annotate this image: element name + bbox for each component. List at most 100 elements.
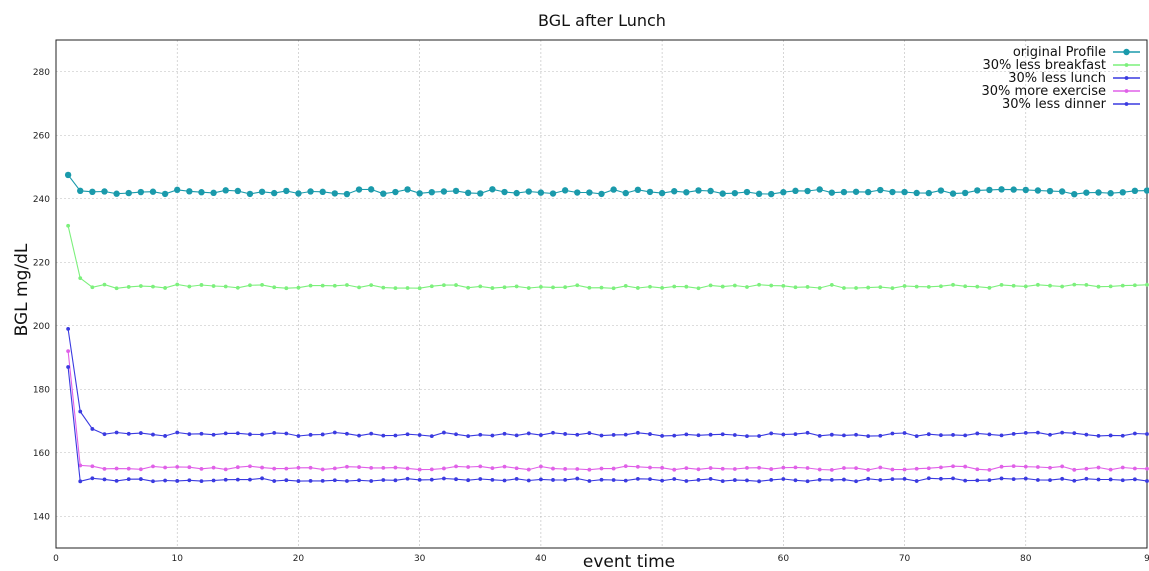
data-point <box>707 187 714 195</box>
data-point <box>926 466 931 471</box>
data-point <box>769 431 774 436</box>
data-point <box>102 432 107 437</box>
data-point <box>405 466 410 471</box>
data-point <box>781 477 786 481</box>
data-point <box>211 465 216 470</box>
data-point <box>175 464 180 469</box>
data-point <box>514 284 519 289</box>
data-point <box>599 477 604 482</box>
data-point <box>381 465 386 470</box>
data-point <box>355 186 363 193</box>
x-tick-label: 30 <box>414 554 426 564</box>
legend-marker <box>1124 102 1129 106</box>
data-point <box>587 431 592 435</box>
data-point <box>151 284 155 289</box>
data-point <box>502 464 507 469</box>
data-point <box>260 476 264 481</box>
data-point <box>114 466 119 471</box>
data-point <box>1060 464 1065 469</box>
data-point <box>211 284 216 288</box>
series-4 <box>66 365 1149 484</box>
data-point <box>466 465 471 469</box>
data-point <box>1108 477 1113 482</box>
data-point <box>502 478 507 483</box>
data-point <box>138 431 143 435</box>
data-point <box>369 283 374 288</box>
data-point <box>914 466 919 471</box>
data-point <box>513 189 520 197</box>
chart-title: BGL after Lunch <box>538 11 666 30</box>
data-point <box>1084 476 1089 481</box>
data-point <box>1023 430 1028 435</box>
data-point <box>442 430 446 435</box>
data-point <box>561 187 569 194</box>
data-point <box>174 186 181 194</box>
data-point <box>975 467 980 472</box>
data-point <box>163 478 168 483</box>
data-point <box>248 464 252 469</box>
data-point <box>913 189 920 197</box>
data-point <box>708 466 713 470</box>
data-point <box>731 189 739 197</box>
data-point <box>842 433 846 438</box>
data-point <box>320 478 325 483</box>
data-point <box>1036 478 1040 482</box>
data-point <box>551 285 555 290</box>
data-point <box>295 190 302 197</box>
data-point <box>743 188 751 196</box>
data-point <box>332 430 337 435</box>
data-point <box>635 464 640 469</box>
data-point <box>234 187 242 195</box>
data-point <box>308 432 313 437</box>
data-point <box>393 433 398 438</box>
data-point <box>575 467 580 471</box>
data-point <box>417 477 422 482</box>
data-point <box>817 467 822 472</box>
data-point <box>951 282 955 287</box>
data-point <box>890 467 895 472</box>
legend-label: 30% less lunch <box>1008 71 1106 86</box>
data-point <box>1107 190 1114 197</box>
data-point <box>757 465 761 470</box>
data-point <box>345 479 349 483</box>
data-point <box>998 186 1005 193</box>
data-point <box>296 465 301 470</box>
data-point <box>454 464 458 469</box>
data-point <box>696 433 701 438</box>
data-point <box>732 283 737 288</box>
data-point <box>817 286 822 290</box>
data-point <box>672 467 677 472</box>
data-point <box>1132 466 1137 471</box>
data-point <box>272 479 277 483</box>
data-point <box>719 190 726 197</box>
data-point <box>1036 465 1040 469</box>
data-point <box>442 283 446 288</box>
data-point <box>260 432 264 437</box>
data-point <box>405 476 410 481</box>
data-point <box>186 188 193 195</box>
data-point <box>308 478 313 483</box>
data-point <box>671 188 678 195</box>
series-group <box>64 171 1149 484</box>
data-point <box>792 187 799 195</box>
data-point <box>551 466 555 471</box>
data-point <box>405 432 410 437</box>
series-line <box>67 366 1148 482</box>
data-point <box>514 476 519 481</box>
data-point <box>890 431 895 436</box>
data-point <box>635 286 640 290</box>
data-point <box>416 190 423 197</box>
data-point <box>1022 186 1029 194</box>
data-point <box>1036 430 1040 435</box>
legend-marker <box>1124 63 1129 67</box>
data-point <box>345 283 349 287</box>
data-point <box>805 466 810 470</box>
data-point <box>90 464 95 469</box>
data-point <box>308 465 313 470</box>
data-point <box>648 477 652 482</box>
data-point <box>551 430 555 435</box>
data-point <box>78 463 83 468</box>
data-point <box>466 285 471 290</box>
data-point <box>163 434 168 438</box>
data-point <box>951 433 955 437</box>
